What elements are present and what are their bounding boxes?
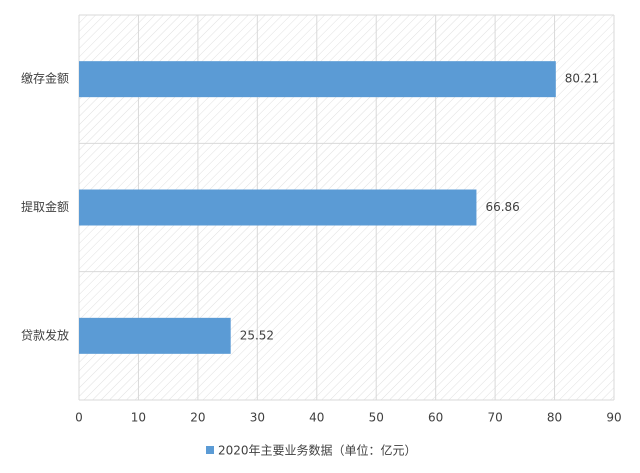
y-tick-label: 贷款发放 <box>21 327 69 342</box>
bar <box>79 61 556 98</box>
bar <box>79 317 231 354</box>
x-tick-label: 10 <box>131 411 146 425</box>
x-tick-label: 90 <box>606 411 621 425</box>
x-tick-label: 70 <box>487 411 502 425</box>
y-tick-label: 提取金额 <box>21 199 69 214</box>
legend-label: 2020年主要业务数据（单位：亿元） <box>218 443 417 458</box>
y-tick-label: 缴存金额 <box>21 71 69 86</box>
legend-swatch <box>206 446 214 454</box>
x-tick-label: 0 <box>75 411 83 425</box>
x-tick-label: 80 <box>547 411 562 425</box>
value-label: 80.21 <box>565 72 599 86</box>
x-tick-label: 50 <box>369 411 384 425</box>
bar <box>79 189 477 226</box>
x-tick-label: 30 <box>250 411 265 425</box>
x-tick-label: 20 <box>190 411 205 425</box>
x-tick-label: 40 <box>309 411 324 425</box>
value-label: 66.86 <box>485 200 519 214</box>
x-tick-label: 60 <box>428 411 443 425</box>
value-label: 25.52 <box>240 328 274 342</box>
